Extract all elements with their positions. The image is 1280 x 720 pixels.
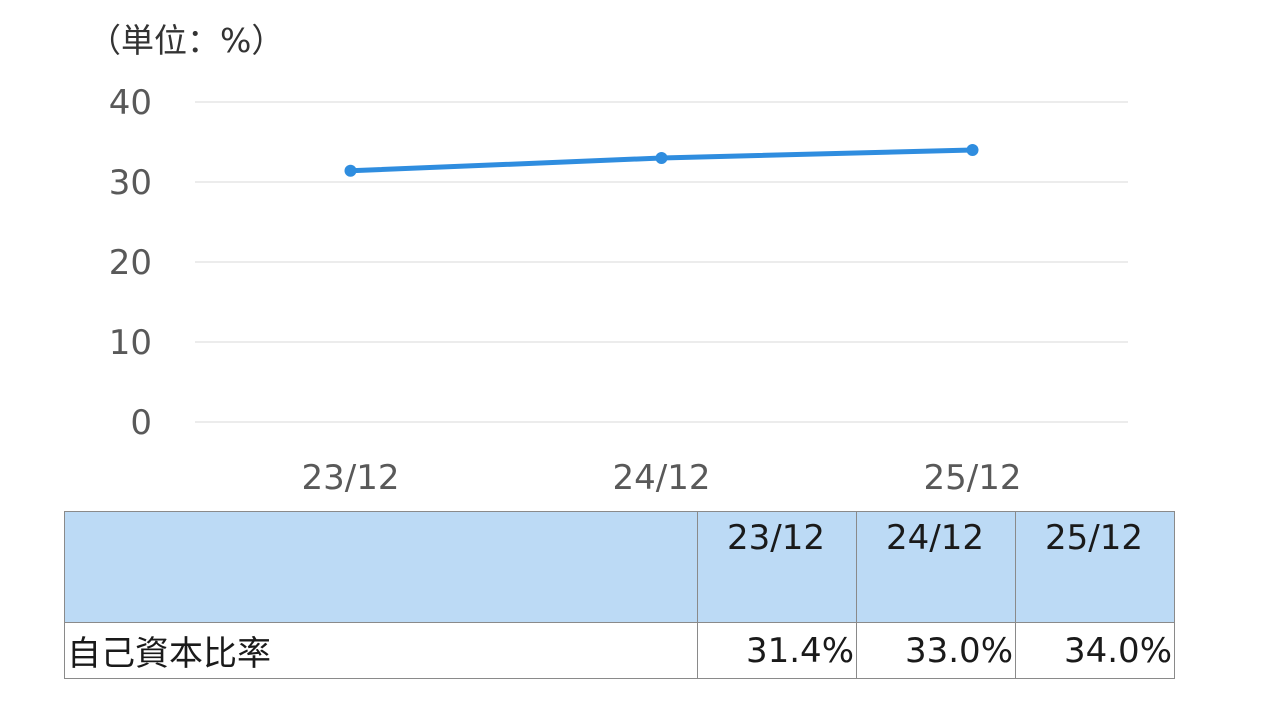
table-header-23-12: 23/12 [697, 511, 857, 623]
x-tick-label: 25/12 [924, 458, 1022, 498]
data-table: 23/12 24/12 25/12 自己資本比率 31.4% 33.0% 34.… [64, 511, 1175, 679]
data-point [655, 152, 668, 164]
table-row: 自己資本比率 31.4% 33.0% 34.0% [64, 622, 1175, 679]
table-header-row: 23/12 24/12 25/12 [64, 511, 1175, 623]
y-tick-label: 20 [109, 243, 152, 283]
cell-25-12: 34.0% [1015, 622, 1175, 679]
unit-label: （単位：%） [88, 21, 285, 60]
x-tick-label: 24/12 [613, 458, 711, 498]
x-tick-label: 23/12 [302, 458, 400, 498]
cell-23-12: 31.4% [697, 622, 857, 679]
row-label-equity-ratio: 自己資本比率 [64, 622, 698, 679]
data-point [966, 144, 979, 156]
cell-24-12: 33.0% [856, 622, 1016, 679]
y-tick-label: 0 [130, 403, 152, 443]
line-chart: 0 10 20 30 40 23/12 24/12 25/12 [109, 83, 1128, 498]
y-tick-label: 30 [109, 163, 152, 203]
table-header-25-12: 25/12 [1015, 511, 1175, 623]
y-tick-label: 40 [109, 83, 152, 123]
data-point [344, 164, 357, 177]
table-header-blank [64, 511, 698, 623]
table-header-24-12: 24/12 [856, 511, 1016, 623]
y-tick-label: 10 [109, 323, 152, 363]
